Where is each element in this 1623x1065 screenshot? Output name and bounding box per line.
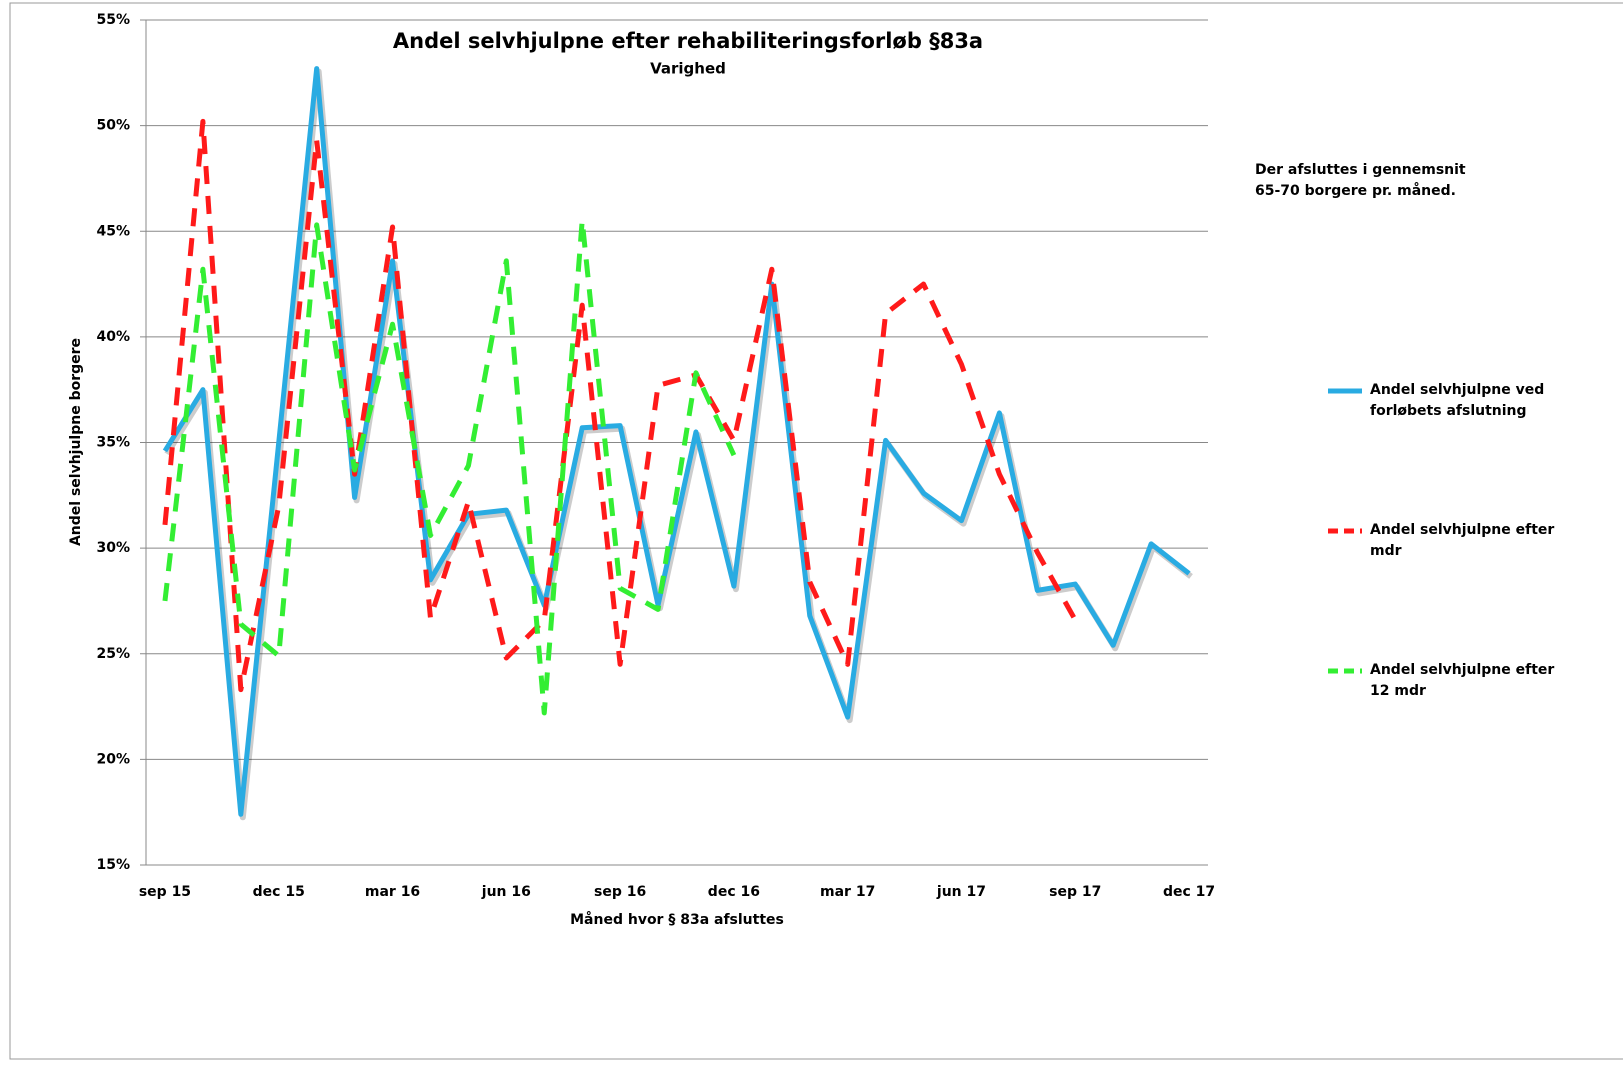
y-tick-label: 50%	[96, 118, 130, 134]
y-tick-label: 35%	[96, 435, 130, 451]
x-tick-label: mar 17	[820, 884, 875, 900]
x-tick-label: dec 17	[1163, 884, 1215, 900]
x-axis-title: Måned hvor § 83a afsluttes	[570, 911, 784, 928]
line	[162, 118, 1078, 693]
x-tick-label: jun 16	[481, 884, 531, 900]
x-tick-label: jun 17	[936, 884, 986, 900]
y-tick-label: 40%	[96, 329, 130, 345]
x-tick-label: sep 16	[594, 884, 646, 900]
x-tick-label: dec 15	[253, 884, 305, 900]
chart-border	[9, 2, 1623, 1060]
x-tick-label: sep 15	[139, 884, 191, 900]
y-tick-label: 25%	[96, 646, 130, 662]
y-tick-label: 55%	[96, 12, 130, 28]
legend-label: Andel selvhjulpne efter mdr	[1370, 522, 1555, 559]
chart-title: Andel selvhjulpne efter rehabiliteringsf…	[393, 29, 983, 53]
x-tick-label: mar 16	[365, 884, 420, 900]
y-tick-label: 15%	[96, 857, 130, 873]
note: Der afsluttes i gennemsnit 65-70 borgere…	[1255, 162, 1466, 199]
legend-label: Andel selvhjulpne ved forløbets afslutni…	[1370, 382, 1545, 419]
y-axis-title: Andel selvhjulpne borgere	[68, 338, 84, 546]
x-tick-label: sep 17	[1049, 884, 1101, 900]
line	[162, 66, 1191, 817]
y-tick-label: 30%	[96, 540, 130, 556]
x-tick-label: dec 16	[708, 884, 760, 900]
y-tick-label: 45%	[96, 223, 130, 239]
y-tick-label: 20%	[96, 751, 130, 767]
legend-label: Andel selvhjulpne efter 12 mdr	[1370, 662, 1555, 699]
chart-subtitle: Varighed	[650, 60, 726, 78]
